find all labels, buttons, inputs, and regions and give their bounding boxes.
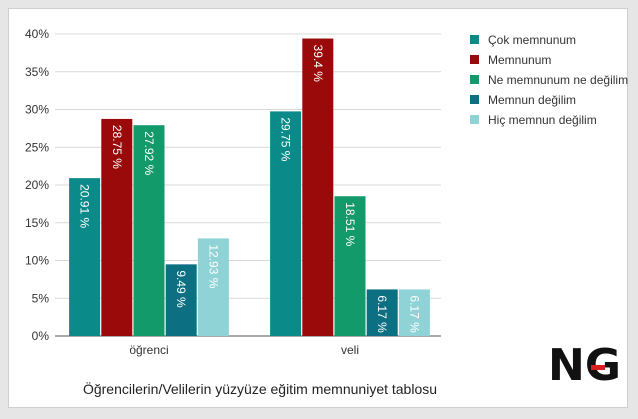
y-tick-label: 15%	[25, 216, 49, 230]
y-tick-label: 10%	[25, 254, 49, 268]
data-label: 6.17 %	[375, 295, 389, 333]
y-tick-label: 20%	[25, 178, 49, 192]
legend-entry: Hiç memnun değilim	[488, 113, 597, 127]
bar	[398, 289, 430, 336]
legend-swatch	[470, 55, 479, 64]
bar	[165, 264, 197, 336]
y-tick-label: 25%	[25, 140, 49, 154]
legend-swatch	[470, 35, 479, 44]
data-label: 12.93 %	[206, 244, 220, 288]
legend-entry: Ne memnunum ne değilim	[488, 73, 628, 87]
legend-swatch	[470, 75, 479, 84]
logo-accent	[591, 365, 605, 370]
chart-caption: Öğrencilerin/Velilerin yüzyüze eğitim me…	[83, 380, 437, 397]
bar	[197, 238, 229, 336]
y-tick-label: 0%	[32, 329, 50, 343]
data-label: 9.49 %	[174, 270, 188, 308]
data-label: 27.92 %	[142, 131, 156, 175]
legend: Çok memnunum Memnunum Ne memnunum ne değil…	[470, 33, 628, 127]
data-label: 39.4 %	[311, 45, 325, 83]
data-label: 20.91 %	[78, 184, 92, 228]
logo-text: NG	[548, 340, 621, 391]
legend-entry: Memnunum	[488, 53, 551, 67]
bar	[366, 289, 398, 336]
data-label: 28.75 %	[110, 125, 124, 169]
y-tick-label: 40%	[25, 27, 49, 41]
bar	[302, 38, 334, 336]
bar	[334, 196, 366, 336]
data-label: 18.51 %	[343, 202, 357, 246]
y-tick-label: 5%	[32, 291, 50, 305]
bar	[133, 125, 165, 336]
legend-entry: Çok memnunum	[488, 33, 576, 47]
x-axis: öğrenci veli	[129, 343, 359, 357]
data-label: 29.75 %	[279, 117, 293, 161]
bar	[69, 178, 101, 336]
y-tick-label: 35%	[25, 65, 49, 79]
legend-swatch	[470, 115, 479, 124]
data-label: 6.17 %	[407, 295, 421, 333]
x-tick-label: veli	[341, 343, 359, 357]
ng-logo: NG	[548, 340, 621, 391]
legend-swatch	[470, 95, 479, 104]
y-axis: 0% 5% 10% 15% 20% 25% 30% 35% 40%	[25, 27, 49, 343]
x-tick-label: öğrenci	[129, 343, 168, 357]
bar	[270, 111, 302, 336]
y-tick-label: 30%	[25, 103, 49, 117]
bar	[101, 118, 133, 336]
bars: 20.91 % 28.75 % 27.92 % 9.49 % 12.93 % 29.75 …	[69, 38, 430, 336]
legend-entry: Memnun değilim	[488, 93, 576, 107]
